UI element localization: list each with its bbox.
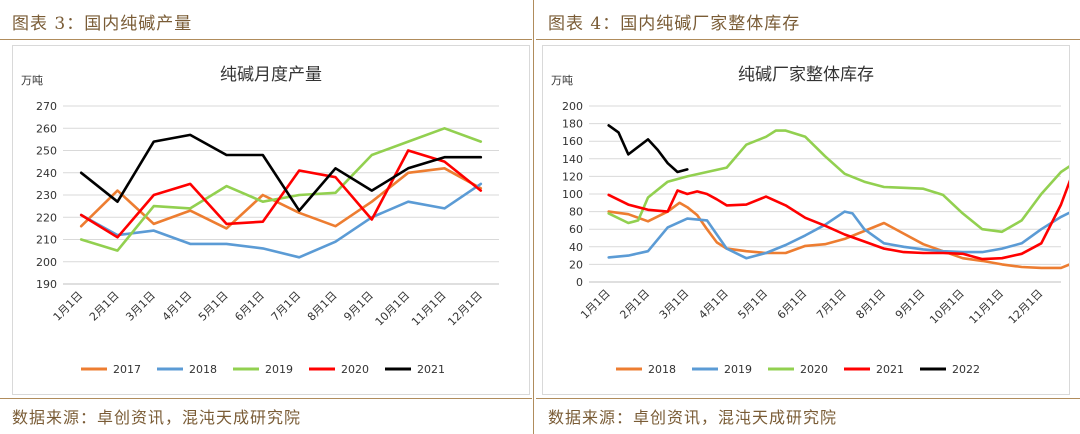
series-line-2018 bbox=[79, 182, 483, 259]
x-tick-label: 8月1日 bbox=[305, 289, 340, 324]
y-tick-label: 120 bbox=[562, 170, 583, 183]
figure-3-chart-frame: 纯碱月度产量 万吨 190 200 210 220 230 240 250 260 270 1月1日 2… bbox=[12, 45, 530, 395]
x-tick-label: 3月1日 bbox=[123, 289, 158, 324]
y-tick-label: 210 bbox=[36, 234, 57, 247]
x-tick-label: 8月1日 bbox=[853, 287, 888, 322]
panel-divider bbox=[533, 0, 534, 434]
y-tick-label: 20 bbox=[569, 258, 583, 271]
x-tick-label: 11月1日 bbox=[967, 287, 1007, 327]
y-tick-label: 180 bbox=[562, 118, 583, 131]
y-tick-label: 100 bbox=[562, 188, 583, 201]
figure-3-panel: 图表 3：国内纯碱产量 纯碱月度产量 万吨 190 200 210 220 230 240 25… bbox=[0, 0, 532, 434]
x-tick-label: 10月1日 bbox=[927, 287, 967, 327]
legend-label-2017: 2017 bbox=[113, 363, 141, 376]
figure-4-bottom-rule bbox=[536, 398, 1080, 399]
series-line-2019 bbox=[79, 127, 483, 252]
y-tick-label: 200 bbox=[36, 256, 57, 269]
series-line-2021 bbox=[79, 133, 483, 212]
inventory-line-chart: 纯碱厂家整体库存 万吨 0 20 40 60 80 100 120 140 160 180 200 1月1… bbox=[551, 65, 1080, 376]
x-tick-label: 5月1日 bbox=[735, 287, 770, 322]
legend-label-2018: 2018 bbox=[189, 363, 217, 376]
y-tick-label: 250 bbox=[36, 145, 57, 158]
legend-label-2020: 2020 bbox=[800, 363, 828, 376]
y-tick-label: 80 bbox=[569, 206, 583, 219]
chart-title: 纯碱月度产量 bbox=[220, 65, 322, 85]
legend-label-2019: 2019 bbox=[724, 363, 752, 376]
figure-4-top-rule bbox=[536, 39, 1080, 40]
figure-4-label: 图表 4：国内纯碱厂家整体库存 bbox=[548, 14, 801, 34]
x-tick-label: 2月1日 bbox=[87, 289, 122, 324]
y-tick-label: 0 bbox=[576, 276, 583, 289]
y-unit-label: 万吨 bbox=[21, 74, 43, 87]
chart-title: 纯碱厂家整体库存 bbox=[738, 65, 874, 85]
y-tick-label: 40 bbox=[569, 241, 583, 254]
x-tick-label: 6月1日 bbox=[232, 289, 267, 324]
legend-label-2021: 2021 bbox=[417, 363, 445, 376]
y-tick-label: 160 bbox=[562, 135, 583, 148]
series-line-2020 bbox=[607, 129, 1080, 234]
x-tick-label: 6月1日 bbox=[775, 287, 810, 322]
x-tick-label: 10月1日 bbox=[373, 289, 413, 329]
y-tick-label: 230 bbox=[36, 189, 57, 202]
y-tick-label: 270 bbox=[36, 100, 57, 113]
y-tick-label: 140 bbox=[562, 153, 583, 166]
figure-3-bottom-rule bbox=[0, 398, 532, 399]
figure-4-panel: 图表 4：国内纯碱厂家整体库存 纯碱厂家整体库存 万吨 0 20 40 60 80 100 12… bbox=[536, 0, 1080, 434]
figure-3-source: 数据来源：卓创资讯，混沌天成研究院 bbox=[12, 408, 302, 427]
figure-3-top-rule bbox=[0, 39, 532, 40]
y-tick-label: 190 bbox=[36, 278, 57, 291]
figure-4-source: 数据来源：卓创资讯，混沌天成研究院 bbox=[548, 408, 838, 427]
figure-3-label: 图表 3：国内纯碱产量 bbox=[12, 14, 193, 34]
x-tick-label: 9月1日 bbox=[893, 287, 928, 322]
legend-label-2022: 2022 bbox=[952, 363, 980, 376]
y-tick-label: 60 bbox=[569, 223, 583, 236]
series-line-2019 bbox=[607, 206, 1080, 260]
series-line-2018 bbox=[607, 201, 1080, 270]
x-tick-label: 5月1日 bbox=[196, 289, 231, 324]
legend-label-2021: 2021 bbox=[876, 363, 904, 376]
x-tick-label: 4月1日 bbox=[160, 289, 195, 324]
x-tick-label: 1月1日 bbox=[51, 289, 86, 324]
legend-label-2018: 2018 bbox=[648, 363, 676, 376]
y-unit-label: 万吨 bbox=[551, 74, 573, 87]
x-tick-label: 2月1日 bbox=[617, 287, 652, 322]
y-tick-label: 200 bbox=[562, 100, 583, 113]
series-line-2020 bbox=[79, 149, 483, 239]
legend-label-2020: 2020 bbox=[341, 363, 369, 376]
x-tick-label: 7月1日 bbox=[269, 289, 304, 324]
x-tick-label: 4月1日 bbox=[696, 287, 731, 322]
y-tick-label: 240 bbox=[36, 167, 57, 180]
x-tick-label: 9月1日 bbox=[341, 289, 376, 324]
series-line-2022 bbox=[607, 124, 689, 174]
x-tick-label: 1月1日 bbox=[578, 287, 613, 322]
x-tick-label: 12月1日 bbox=[445, 289, 485, 329]
x-tick-label: 7月1日 bbox=[814, 287, 849, 322]
legend-label-2019: 2019 bbox=[265, 363, 293, 376]
series-line-2021 bbox=[607, 150, 1080, 261]
y-tick-label: 220 bbox=[36, 211, 57, 224]
figure-4-chart-frame: 纯碱厂家整体库存 万吨 0 20 40 60 80 100 120 140 160 180 200 1月1… bbox=[542, 45, 1080, 395]
y-tick-label: 260 bbox=[36, 122, 57, 135]
x-tick-label: 3月1日 bbox=[657, 287, 692, 322]
x-tick-label: 11月1日 bbox=[409, 289, 449, 329]
x-tick-label: 12月1日 bbox=[1006, 287, 1046, 327]
series-line-2017 bbox=[79, 167, 483, 230]
